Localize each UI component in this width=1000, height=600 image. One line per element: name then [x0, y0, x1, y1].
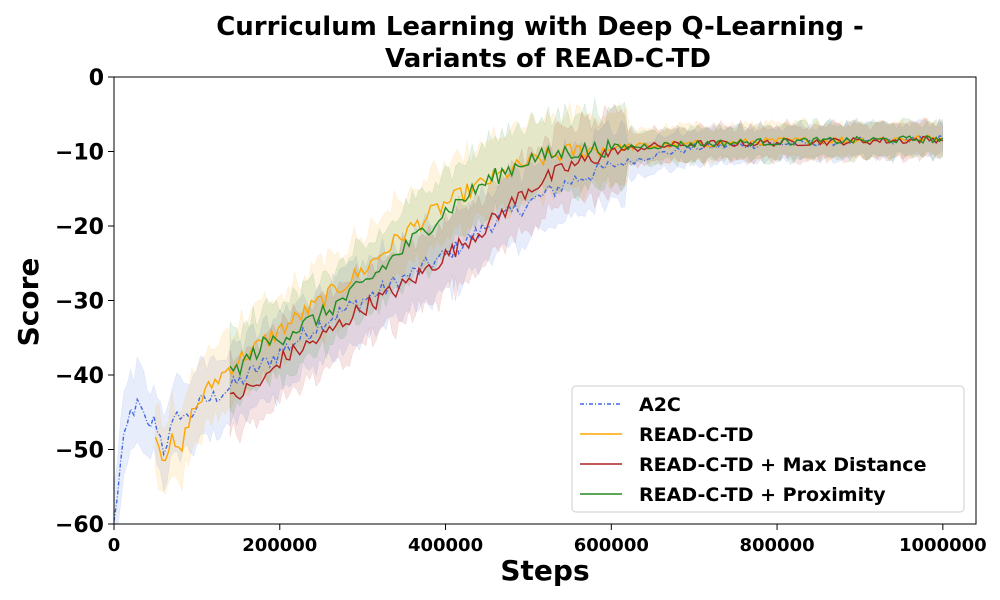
series-line-3 [229, 135, 944, 378]
y-tick-label: −10 [55, 141, 104, 166]
legend-label-2: READ-C-TD + Max Distance [639, 454, 926, 476]
x-tick-label: 1000000 [899, 535, 987, 556]
legend-box [571, 385, 965, 513]
y-tick-label: 0 [89, 66, 104, 91]
y-axis-label: Score [12, 258, 45, 347]
legend-label-3: READ-C-TD + Proximity [639, 484, 886, 506]
x-tick-label: 0 [108, 535, 121, 556]
y-tick-label: −20 [55, 215, 104, 240]
x-tick-label: 400000 [408, 535, 483, 556]
legend: A2C READ-C-TD READ-C-TD + Max Distance READ… [571, 385, 965, 513]
series-lines [114, 134, 944, 522]
band-3 [229, 98, 944, 415]
y-tick-label: −60 [55, 513, 104, 538]
legend-label-1: READ-C-TD [639, 424, 754, 446]
x-tick-label: 200000 [242, 535, 317, 556]
x-axis: 0 200000 400000 600000 800000 1000000 [108, 524, 987, 556]
chart-title-line-1: Curriculum Learning with Deep Q-Learning… [216, 12, 864, 42]
x-axis-label: Steps [500, 554, 589, 587]
y-axis: 0 −10 −20 −30 −40 −50 −60 [55, 66, 114, 538]
band-2 [229, 103, 944, 445]
y-tick-label: −40 [55, 364, 104, 389]
band-0 [114, 117, 944, 524]
legend-label-0: A2C [639, 394, 681, 416]
y-tick-label: −50 [55, 439, 104, 464]
x-tick-label: 600000 [574, 535, 649, 556]
y-tick-label: −30 [55, 290, 104, 315]
chart-title-line-2: Variants of READ-C-TD [385, 44, 711, 74]
series-line-2 [229, 135, 944, 400]
x-tick-label: 800000 [739, 535, 814, 556]
